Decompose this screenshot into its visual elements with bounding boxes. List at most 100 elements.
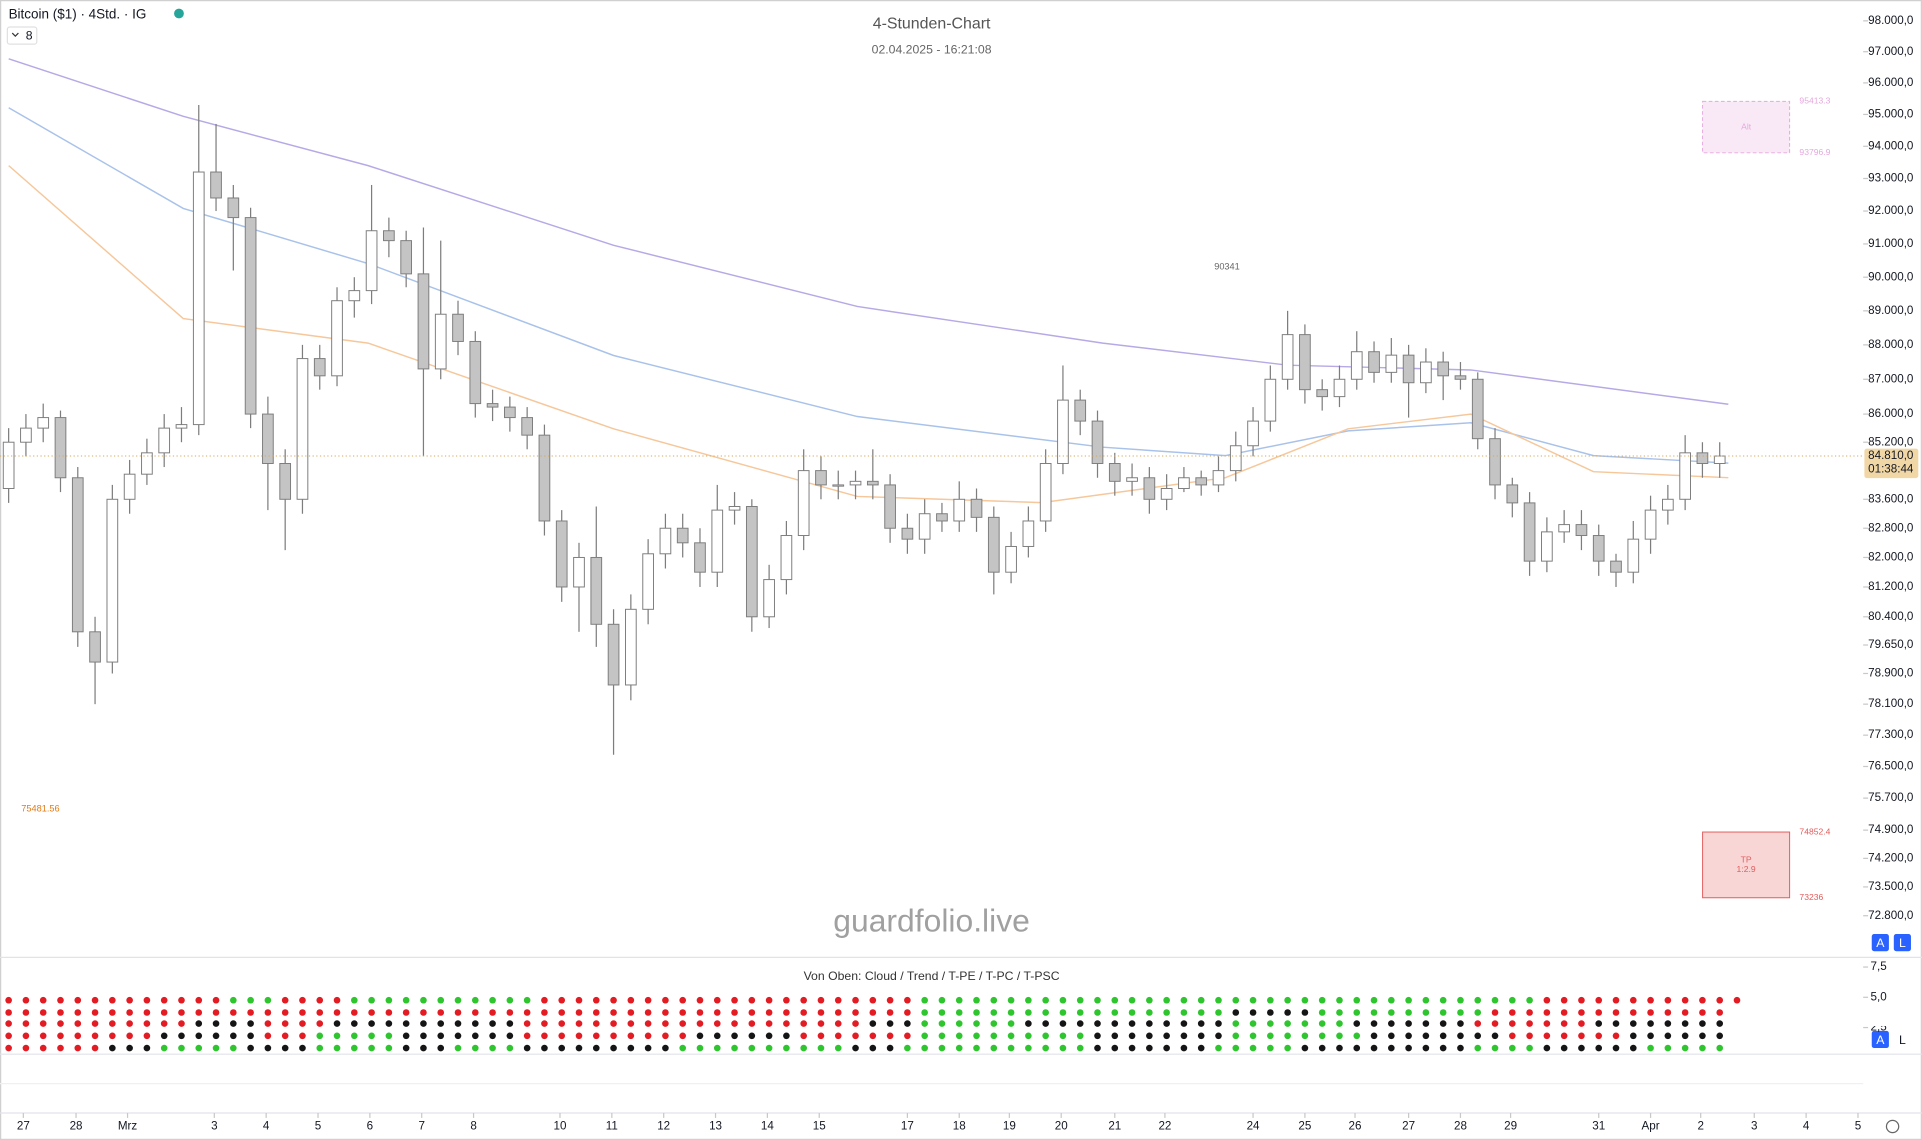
indicator-dot bbox=[437, 996, 445, 1004]
indicator-dot bbox=[1180, 1044, 1188, 1052]
indicator-dot bbox=[1146, 1044, 1153, 1052]
indicator-dot bbox=[1647, 1044, 1654, 1052]
indicator-dot bbox=[402, 1044, 410, 1052]
indicator-dot bbox=[938, 996, 946, 1004]
candle-body bbox=[123, 473, 136, 500]
x-tick-label: 10 bbox=[554, 1120, 567, 1133]
indicator-dot bbox=[74, 1009, 82, 1016]
indicator-dot bbox=[1025, 1020, 1032, 1027]
candle-body bbox=[417, 273, 430, 370]
button-label[interactable]: L bbox=[1899, 1033, 1906, 1047]
candle-body bbox=[504, 406, 516, 419]
log-scale-button[interactable] bbox=[1893, 934, 1911, 952]
indicator-dot bbox=[143, 1020, 151, 1027]
indicator-dot bbox=[471, 1020, 479, 1027]
indicator-dot bbox=[195, 1020, 203, 1027]
indicator-dot bbox=[1318, 1020, 1326, 1027]
indicator-dot bbox=[1094, 1020, 1101, 1027]
indicator-dot bbox=[1526, 1032, 1533, 1040]
indicator-dot bbox=[765, 1044, 773, 1052]
x-tick-label: 29 bbox=[1504, 1120, 1517, 1133]
indicator-dot bbox=[575, 1044, 583, 1052]
indicator-dot bbox=[817, 1009, 825, 1016]
settings-button[interactable] bbox=[1885, 1119, 1900, 1134]
x-tick-label: 22 bbox=[1158, 1120, 1171, 1133]
indicator-dot bbox=[368, 1044, 375, 1052]
candle-body bbox=[1039, 463, 1052, 522]
indicator-dot bbox=[800, 996, 807, 1004]
indicator-dot bbox=[1232, 996, 1240, 1004]
indicator-dot bbox=[385, 1044, 393, 1052]
indicator-dot bbox=[800, 1020, 807, 1027]
candle-body bbox=[1264, 378, 1277, 422]
indicator-dot bbox=[1025, 1044, 1032, 1052]
last-price-label: 84.810,0 bbox=[1868, 449, 1914, 462]
indicator-dot bbox=[402, 1032, 410, 1040]
indicator-dot bbox=[1059, 1009, 1067, 1016]
indicator-dot bbox=[1249, 1044, 1257, 1052]
indicator-dot bbox=[834, 996, 842, 1004]
indicator-dot bbox=[627, 996, 635, 1004]
chart-buttons: A L A L bbox=[1871, 934, 1911, 1134]
indicator-dot bbox=[351, 1020, 358, 1027]
indicator-dot bbox=[1439, 1020, 1447, 1027]
candle-body bbox=[1592, 535, 1605, 562]
indicator-dot bbox=[195, 1009, 203, 1016]
indicator-dot bbox=[523, 996, 531, 1004]
indicator-dot bbox=[195, 1044, 203, 1052]
candle-body bbox=[936, 513, 948, 522]
indicator-dot bbox=[281, 1020, 289, 1027]
candle-body bbox=[1575, 524, 1588, 537]
auto-scale-button[interactable] bbox=[1871, 1030, 1889, 1049]
candle-body bbox=[1662, 498, 1674, 511]
indicator-dot bbox=[1491, 1044, 1499, 1052]
indicator-dot bbox=[834, 1009, 842, 1016]
indicator-dot bbox=[1336, 1044, 1343, 1052]
y-tick-label: 90.000,0 bbox=[1868, 270, 1914, 283]
indicator-dot bbox=[471, 1032, 479, 1040]
indicator-dot bbox=[74, 1020, 82, 1027]
candle-body bbox=[1212, 470, 1225, 486]
candle-body bbox=[555, 520, 568, 588]
indicator-dot bbox=[1111, 1044, 1119, 1052]
indicator-dot bbox=[592, 996, 600, 1004]
indicator-dot bbox=[1301, 1009, 1309, 1016]
indicator-dot bbox=[1699, 1020, 1706, 1027]
candle-body bbox=[469, 340, 482, 405]
position-bottom-label: 93796.9 bbox=[1799, 147, 1830, 157]
candle-body bbox=[538, 434, 551, 522]
indicator-dot bbox=[1647, 1020, 1654, 1027]
indicator-dot bbox=[91, 1009, 99, 1016]
indicator-dot bbox=[662, 996, 669, 1004]
x-tick-label: Mrz bbox=[118, 1120, 138, 1133]
indicator-dot bbox=[696, 1032, 704, 1040]
indicator-dot bbox=[575, 996, 583, 1004]
auto-scale-button[interactable] bbox=[1871, 934, 1889, 952]
indicator-dot bbox=[1284, 1009, 1291, 1016]
indicator-dot bbox=[454, 1020, 462, 1027]
y-tick-label: 75.700,0 bbox=[1868, 791, 1914, 804]
indicator-dot bbox=[1042, 996, 1049, 1004]
indicator-dot bbox=[523, 1044, 531, 1052]
candle-body bbox=[1368, 351, 1380, 373]
indicator-dot bbox=[1215, 1032, 1222, 1040]
candle-body bbox=[244, 217, 257, 415]
indicator-dot bbox=[1388, 1009, 1395, 1016]
indicator-dot bbox=[195, 996, 203, 1004]
indicator-dot bbox=[1595, 1032, 1603, 1040]
indicator-dot bbox=[627, 1032, 635, 1040]
indicator-dot bbox=[558, 1032, 566, 1040]
indicator-dot bbox=[333, 1032, 341, 1040]
market-status[interactable] bbox=[174, 8, 184, 19]
collapse-button[interactable] bbox=[6, 26, 38, 45]
indicator-dot bbox=[281, 1009, 289, 1016]
indicator-dot bbox=[1076, 1020, 1084, 1027]
indicator-dot bbox=[1025, 1009, 1032, 1016]
candle-body bbox=[659, 527, 672, 555]
indicator-dot bbox=[575, 1020, 583, 1027]
indicator-dot bbox=[748, 996, 756, 1004]
candle-body bbox=[1385, 354, 1398, 373]
indicator-dot bbox=[1318, 1044, 1326, 1052]
position-bottom-label: 73236 bbox=[1799, 892, 1823, 902]
